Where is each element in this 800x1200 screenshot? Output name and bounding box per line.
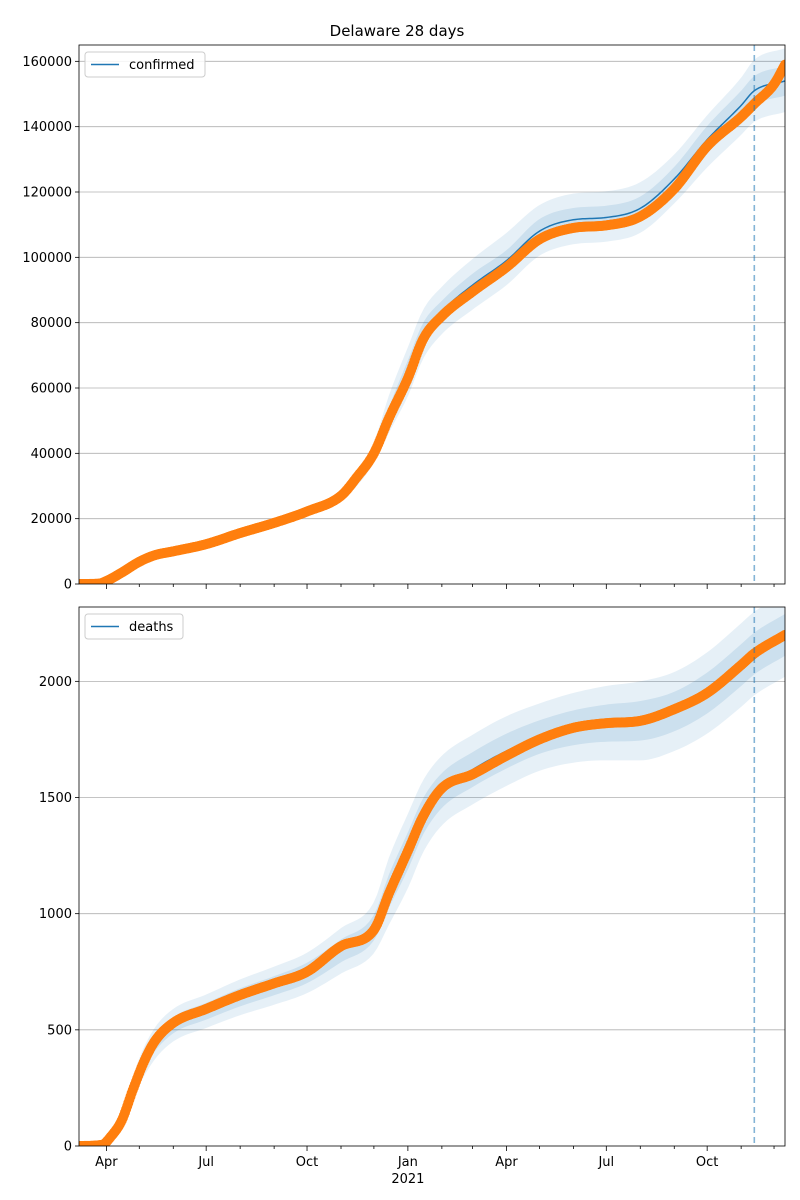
confirmed-legend-label: confirmed bbox=[129, 58, 195, 73]
confirmed-outer-band bbox=[79, 48, 785, 584]
deaths-observed-points bbox=[79, 629, 785, 1146]
deaths-legend-label: deaths bbox=[129, 620, 174, 635]
confirmed-y-axis: 0 20000 40000 60000 80000 100000 120000 140000 1… bbox=[22, 55, 79, 593]
y-tick-label: 1500 bbox=[39, 791, 72, 806]
y-tick-label: 20000 bbox=[31, 512, 72, 527]
deaths-x-axis: Apr Jul Oct Jan 2021 Apr Jul Oct bbox=[95, 1146, 775, 1187]
y-tick-label: 1000 bbox=[39, 907, 72, 922]
x-tick-year-label: 2021 bbox=[391, 1172, 424, 1187]
y-tick-label: 140000 bbox=[22, 120, 72, 135]
deaths-legend: deaths bbox=[84, 613, 184, 640]
confirmed-legend-box bbox=[84, 51, 206, 78]
x-tick-label: Oct bbox=[296, 1155, 318, 1170]
deaths-uncertainty-bands bbox=[79, 607, 785, 1146]
y-tick-label: 0 bbox=[64, 1140, 72, 1155]
y-tick-label: 60000 bbox=[31, 382, 72, 397]
y-tick-label: 160000 bbox=[22, 55, 72, 70]
confirmed-panel: 0 20000 40000 60000 80000 100000 120000 140000 1… bbox=[22, 44, 786, 593]
confirmed-observed-points bbox=[79, 59, 785, 584]
y-tick-label: 40000 bbox=[31, 447, 72, 462]
y-tick-label: 80000 bbox=[31, 316, 72, 331]
deaths-y-axis: 0 500 1000 1500 2000 bbox=[39, 675, 79, 1155]
x-tick-label: Jan bbox=[397, 1155, 418, 1170]
observed-point bbox=[780, 59, 785, 70]
y-tick-label: 0 bbox=[64, 578, 72, 593]
y-tick-label: 100000 bbox=[22, 251, 72, 266]
deaths-inner-band bbox=[79, 613, 785, 1146]
confirmed-axes-frame bbox=[78, 44, 786, 585]
x-tick-label: Apr bbox=[95, 1155, 118, 1170]
y-tick-label: 120000 bbox=[22, 186, 72, 201]
deaths-outer-band bbox=[79, 607, 785, 1146]
x-tick-label: Jul bbox=[597, 1155, 614, 1170]
x-tick-label: Jul bbox=[197, 1155, 214, 1170]
y-tick-label: 500 bbox=[47, 1023, 72, 1038]
x-tick-label: Apr bbox=[495, 1155, 518, 1170]
x-tick-label: Oct bbox=[696, 1155, 718, 1170]
deaths-legend-box bbox=[84, 613, 184, 640]
chart-title: Delaware 28 days bbox=[330, 22, 465, 40]
y-tick-label: 2000 bbox=[39, 675, 72, 690]
deaths-axes-frame bbox=[78, 606, 786, 1147]
confirmed-legend: confirmed bbox=[84, 51, 206, 78]
confirmed-x-axis bbox=[106, 584, 775, 589]
observed-point bbox=[780, 629, 785, 640]
deaths-panel: 0 500 1000 1500 2000 Apr Jul Oct Jan 2021 Apr Jul O… bbox=[39, 606, 786, 1187]
